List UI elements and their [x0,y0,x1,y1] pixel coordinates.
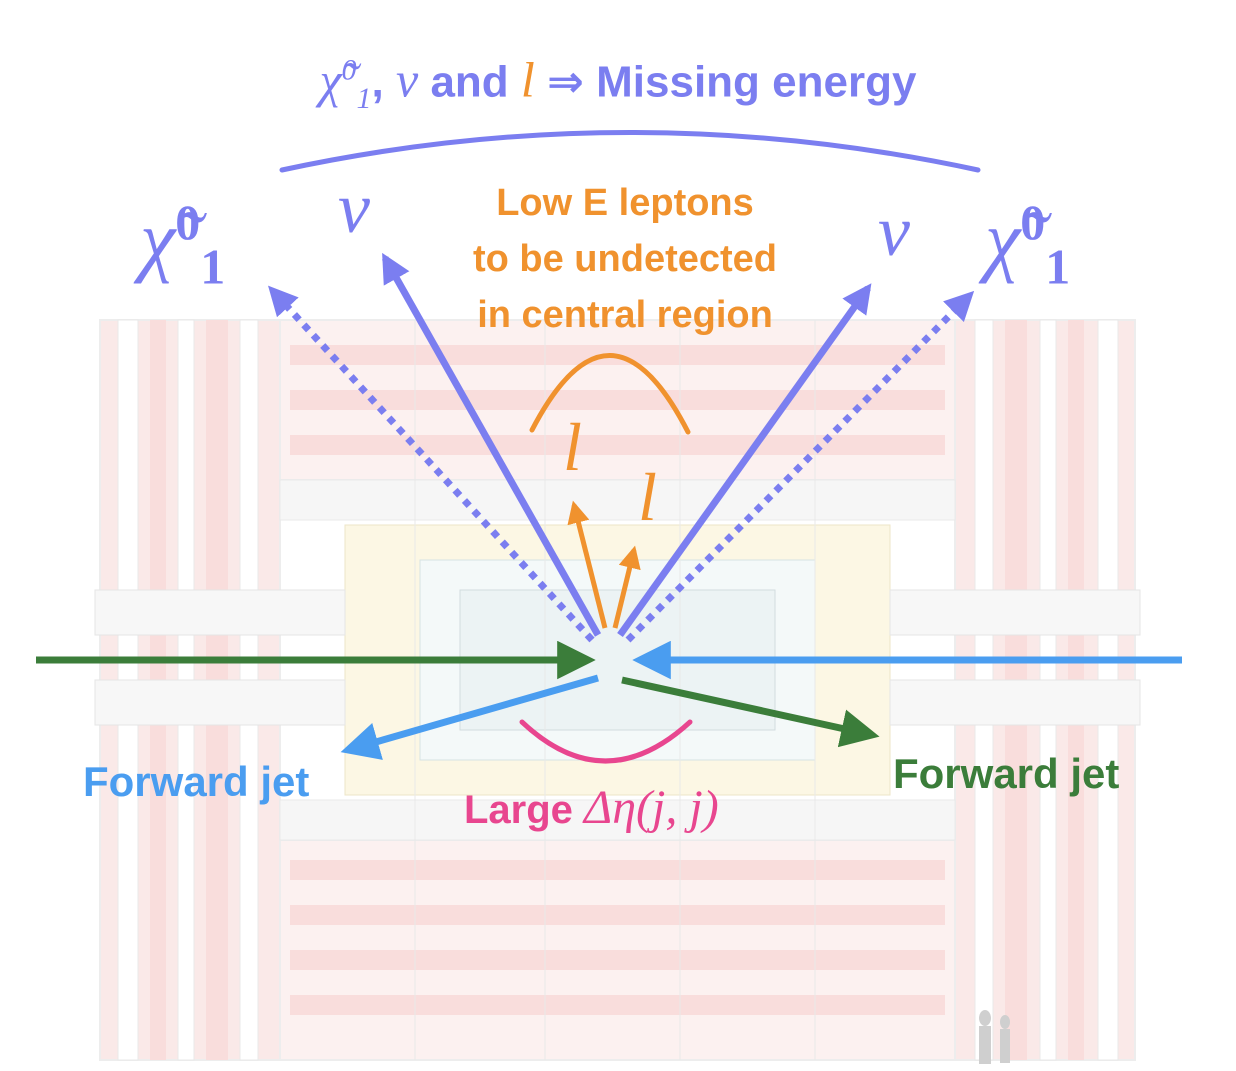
title-nu: ν [396,51,419,108]
lepton-right-arrow [612,545,641,629]
leptons-note-line2: to be undetected [472,238,778,280]
title-missing-energy: Missing energy [596,57,917,107]
title-ell: l [520,51,535,108]
lepton-region-arc [529,353,691,435]
lepton-right-label: l [638,459,657,535]
neutrino-right-label: ν [878,191,910,271]
neutralino-right-arrow [625,290,975,643]
neutrino-right-arrow [617,283,872,638]
leptons-note-line3: in central region [477,294,773,336]
forward-jet-right-label: Forward jet [893,750,1120,797]
neutralino-right-label: χ̃01 [985,194,1071,295]
title-implies: ⇒ [534,57,597,107]
leptons-note: Low E leptons to be undetected in centra… [420,175,830,343]
forward-jet-left-arrow [340,674,599,760]
lepton-left-label: l [563,409,582,485]
neutralino-left-label: χ̃01 [140,194,226,295]
large-word: Large [464,788,585,832]
forward-jet-right-arrow [621,676,880,748]
title: χ̃01, ν and l ⇒ Missing energy [0,40,1236,129]
forward-jet-left-label: Forward jet [83,758,310,805]
large-delta-eta-label: Large Δη(j, j) [464,780,719,835]
title-comma: , [371,57,384,107]
neutralino-left-arrow [268,285,595,643]
lepton-left-arrow [567,500,608,629]
leptons-note-line1: Low E leptons [496,182,754,224]
title-and: and [418,57,521,107]
delta-eta-math: Δη(j, j) [584,781,719,834]
delta-eta-arc [519,719,693,764]
neutrino-left-arrow [381,252,602,637]
neutrino-left-label: ν [338,168,370,248]
missing-energy-arc [279,130,981,173]
title-chi: χ̃01 [319,51,372,115]
